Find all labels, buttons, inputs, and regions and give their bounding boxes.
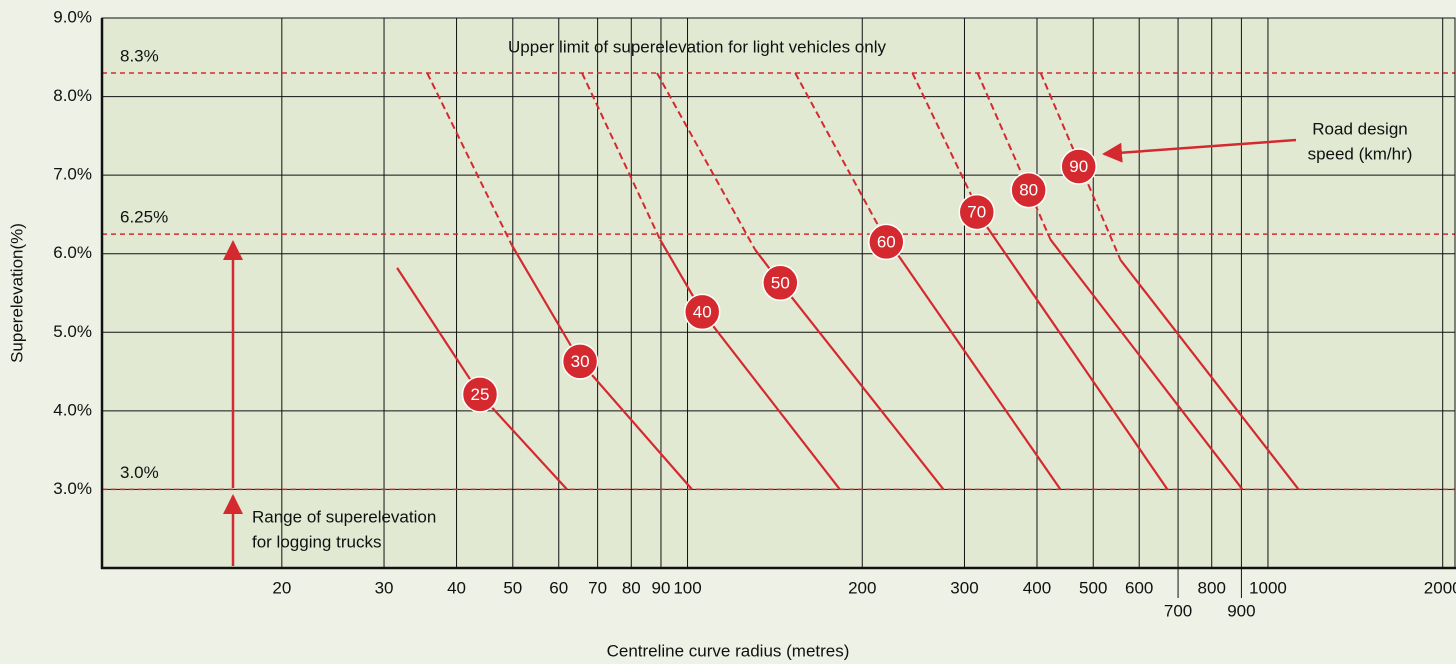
x-tick-label: 300 — [950, 578, 978, 597]
annotation: Road design — [1312, 119, 1407, 138]
y-tick-label: 4.0% — [53, 400, 92, 419]
speed-label: 30 — [571, 352, 590, 371]
speed-marker — [461, 376, 499, 413]
speed-label: 70 — [967, 203, 986, 222]
speed-marker — [683, 293, 721, 331]
reference-label: 8.3% — [120, 46, 159, 65]
y-tick-label: 3.0% — [53, 479, 92, 498]
speed-marker — [1060, 148, 1097, 185]
x-tick-label: 20 — [272, 578, 291, 597]
x-tick-label: 900 — [1227, 601, 1255, 620]
curve-dashed — [976, 72, 1052, 241]
speed-label: 40 — [693, 302, 712, 321]
speed-label: 50 — [771, 273, 790, 292]
speed-marker — [561, 343, 599, 380]
speed-label: 25 — [471, 385, 490, 404]
curve-dashed — [656, 72, 757, 251]
reference-label: 3.0% — [120, 463, 159, 482]
curve-dashed — [911, 72, 987, 226]
y-axis-title: Superelevation(%) — [7, 223, 26, 363]
y-tick-label: 8.0% — [53, 86, 92, 105]
speed-label: 90 — [1069, 157, 1088, 176]
x-tick-label: 100 — [673, 578, 701, 597]
annotation: for logging trucks — [252, 532, 381, 551]
reference-lines — [102, 72, 1455, 491]
speed-label: 80 — [1019, 181, 1038, 200]
curve-dashed — [581, 72, 662, 241]
x-tick-label: 30 — [375, 578, 394, 597]
curve-dashed — [426, 72, 513, 246]
annotation: speed (km/hr) — [1308, 144, 1413, 163]
x-tick-label: 200 — [848, 578, 876, 597]
annotation-arrow — [1102, 138, 1297, 163]
speed-marker — [1010, 171, 1047, 209]
x-tick-label: 50 — [503, 578, 522, 597]
curve — [1119, 259, 1300, 491]
x-tick-label: 80 — [622, 578, 641, 597]
curve — [984, 223, 1169, 491]
y-tick-label: 5.0% — [53, 322, 92, 341]
x-tick-label: 40 — [447, 578, 466, 597]
curve — [879, 228, 1062, 491]
x-tick-label: 1000 — [1249, 578, 1287, 597]
grid — [102, 17, 1455, 598]
speed-label: 60 — [877, 232, 896, 251]
y-tick-label: 6.0% — [53, 243, 92, 262]
speed-marker — [762, 264, 799, 302]
x-axis-title: Centreline curve radius (metres) — [607, 641, 850, 660]
x-tick-label: 70 — [588, 578, 607, 597]
x-tick-label: 400 — [1023, 578, 1051, 597]
annotation: Upper limit of superelevation for light … — [508, 37, 886, 56]
speed-marker — [868, 223, 905, 261]
x-tick-label: 2000 — [1424, 578, 1456, 597]
x-tick-label: 60 — [549, 578, 568, 597]
annotation: Range of superelevation — [252, 507, 436, 526]
x-tick-label: 600 — [1125, 578, 1153, 597]
y-tick-label: 9.0% — [53, 7, 92, 26]
x-tick-label: 90 — [652, 578, 671, 597]
curve-dashed — [794, 72, 882, 230]
y-tick-label: 7.0% — [53, 165, 92, 184]
speed-marker — [958, 193, 996, 231]
x-tick-label: 500 — [1079, 578, 1107, 597]
x-tick-label: 800 — [1198, 578, 1226, 597]
reference-label: 6.25% — [120, 208, 168, 227]
x-tick-label: 700 — [1164, 601, 1192, 620]
curve — [1049, 238, 1244, 491]
